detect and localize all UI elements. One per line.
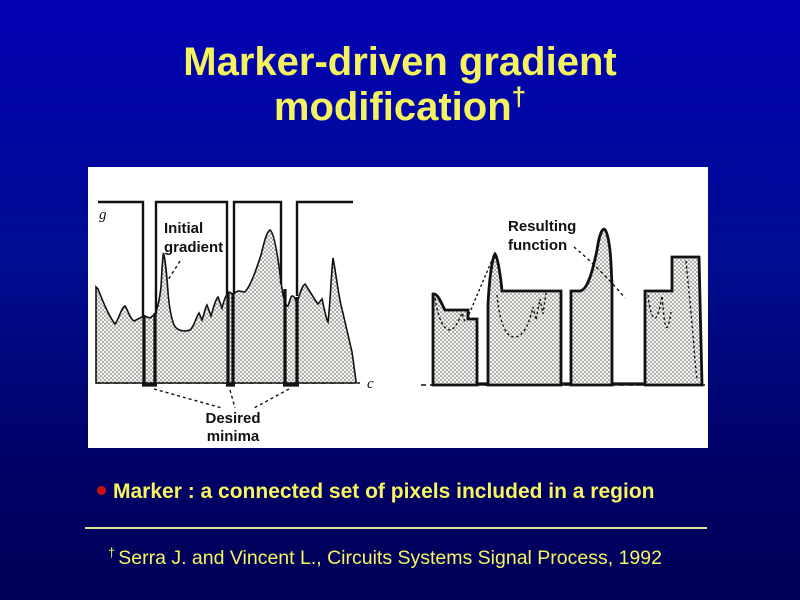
initial-gradient-label-line2: gradient xyxy=(164,239,223,256)
x-axis-label-c: c xyxy=(367,376,374,392)
initial-gradient-pointer xyxy=(167,260,181,281)
region-1 xyxy=(431,292,479,387)
initial-gradient-label-line1: Initial xyxy=(164,220,203,237)
marker-bands xyxy=(142,289,299,387)
trace-rising xyxy=(466,259,493,320)
minima-pointer-1 xyxy=(153,388,223,409)
desired-minima-label-line1: Desired xyxy=(205,410,260,427)
desired-minima-pointers xyxy=(153,388,290,409)
trace-region-2 xyxy=(496,292,547,338)
trace-region-4 xyxy=(647,294,672,329)
desired-minima-label-line2: minima xyxy=(207,428,260,445)
title-dagger: † xyxy=(511,81,527,112)
resulting-function-label-line2: function xyxy=(508,237,567,254)
citation-text: Serra J. and Vincent L., Circuits System… xyxy=(118,547,662,569)
bullet-marker-icon xyxy=(97,486,106,495)
title-line-2: modification† xyxy=(273,81,527,130)
bullet-text: Marker : a connected set of pixels inclu… xyxy=(113,480,655,503)
y-axis-label-g: g xyxy=(99,207,107,223)
marker-top-line xyxy=(98,200,353,316)
region-3 xyxy=(569,227,614,387)
region-2 xyxy=(486,251,563,387)
resulting-function-regions xyxy=(431,227,704,387)
marker-band-1 xyxy=(142,313,157,387)
minima-pointer-2 xyxy=(229,389,236,409)
trace-region-4-right xyxy=(685,260,698,380)
original-gradient-traces xyxy=(434,259,698,380)
left-diagram: g c Initial gradient Desired minima xyxy=(95,200,374,445)
trace-region-1 xyxy=(434,297,466,331)
bullet-item: Marker : a connected set of pixels inclu… xyxy=(97,480,757,503)
region-4 xyxy=(643,255,704,387)
citation-dagger: † xyxy=(108,544,116,560)
slide-title: Marker-driven gradient modification† xyxy=(0,40,800,130)
footnote-separator xyxy=(85,527,707,529)
minima-pointer-3 xyxy=(253,388,290,409)
title-line-1: Marker-driven gradient xyxy=(183,40,617,84)
citation: † Serra J. and Vincent L., Circuits Syste… xyxy=(108,544,748,570)
gradient-modification-figure: g c Initial gradient Desired minima xyxy=(95,200,708,445)
resulting-function-label-line1: Resulting xyxy=(508,218,576,235)
figure-panel: g c Initial gradient Desired minima xyxy=(88,167,708,448)
right-diagram: Resulting function xyxy=(421,218,708,387)
marker-band-3 xyxy=(283,289,299,387)
marker-band-2 xyxy=(226,293,235,387)
